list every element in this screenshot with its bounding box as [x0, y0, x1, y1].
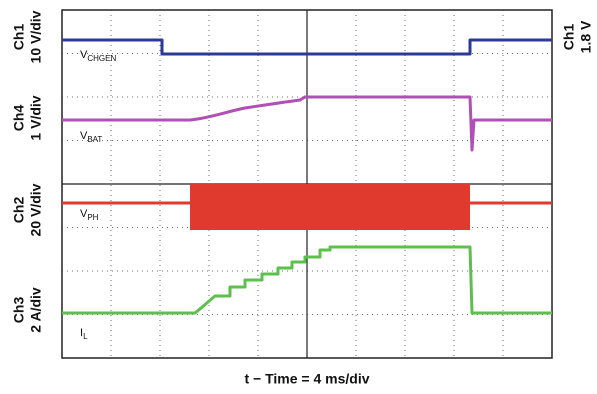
level: 1.8 V	[578, 20, 594, 53]
trace-il	[62, 245, 552, 315]
channel: Ch1	[11, 24, 27, 51]
trace-name: VPH	[80, 208, 99, 222]
time-scale: t − Time = 4 ms/div	[244, 371, 369, 387]
scale: 2 A/div	[28, 287, 44, 333]
trace-vchgen	[62, 38, 552, 56]
channel: Ch3	[11, 297, 27, 324]
ch1-trigger-label: Ch1 1.8 V	[561, 20, 594, 53]
ch3-label: Ch3 2 A/div	[11, 287, 44, 333]
scale: 20 V/div	[28, 183, 44, 236]
channel: Ch2	[11, 197, 27, 224]
scale: 10 V/div	[28, 10, 44, 63]
trace-name: VBAT	[80, 130, 102, 144]
ch4-label: Ch4 1 V/div	[11, 95, 44, 140]
channel: Ch1	[561, 24, 577, 51]
trace-vph-switching	[190, 184, 470, 230]
trace-name: VCHGEN	[80, 49, 116, 63]
channel: Ch4	[11, 105, 27, 132]
trace-vbat	[62, 95, 552, 152]
ch2-label: Ch2 20 V/div	[11, 183, 44, 236]
trace-name: IL	[80, 327, 88, 341]
scale: 1 V/div	[28, 95, 44, 140]
ch1-label: Ch1 10 V/div	[11, 10, 44, 63]
